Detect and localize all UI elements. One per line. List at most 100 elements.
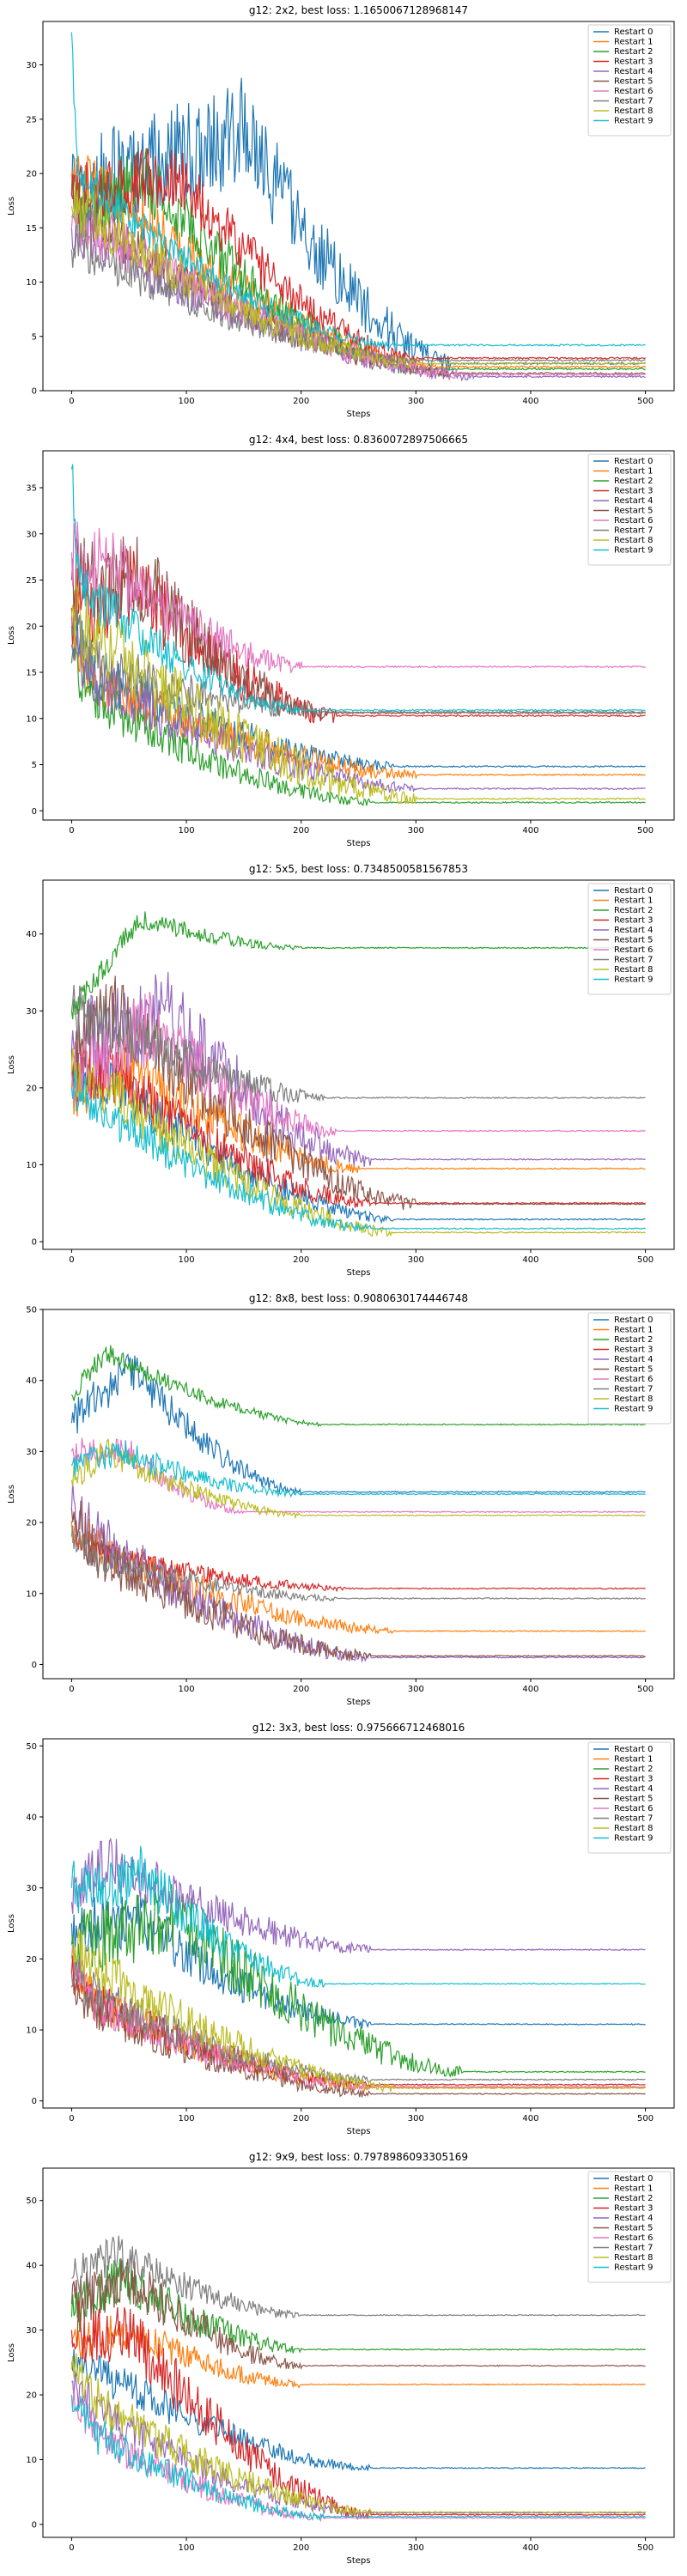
y-tick-label: 50 — [26, 1306, 37, 1315]
x-tick-label: 100 — [178, 2543, 194, 2553]
x-tick-label: 300 — [408, 826, 424, 835]
legend-entry-9: Restart 9 — [614, 117, 653, 126]
legend-entry-7: Restart 7 — [614, 526, 653, 536]
chart-title: g12: 3x3, best loss: 0.975666712468016 — [252, 1722, 465, 1734]
y-axis-label: Loss — [7, 197, 16, 216]
legend-entry-4: Restart 4 — [614, 2214, 653, 2223]
legend-entry-9: Restart 9 — [614, 975, 653, 985]
x-tick-label: 0 — [69, 1685, 74, 1694]
plot-area — [70, 2235, 646, 2523]
legend-entry-4: Restart 4 — [614, 496, 653, 506]
legend-box — [587, 24, 672, 137]
x-tick-label: 0 — [69, 1255, 74, 1265]
series-line-3 — [70, 1043, 646, 1208]
series-line-7 — [71, 2235, 646, 2318]
legend-entry-0: Restart 0 — [614, 2174, 653, 2184]
legend-entry-0: Restart 0 — [614, 457, 653, 466]
plot-area — [70, 464, 647, 806]
x-axis-label: Steps — [347, 1268, 371, 1278]
series-line-8 — [71, 1928, 646, 2093]
chart-0: g12: 2x2, best loss: 1.1650067128968147 0… — [7, 4, 675, 419]
x-axis-label: Steps — [347, 2127, 371, 2136]
y-tick-label: 0 — [32, 1238, 37, 1248]
legend-entry-8: Restart 8 — [614, 965, 653, 975]
y-axis-label: Loss — [7, 1055, 16, 1074]
chart-title: g12: 2x2, best loss: 1.1650067128968147 — [249, 4, 468, 16]
series-line-0 — [70, 1894, 646, 2029]
legend-entry-5: Restart 5 — [614, 2224, 653, 2233]
legend-entry-2: Restart 2 — [614, 477, 653, 486]
legend-entry-8: Restart 8 — [614, 1394, 653, 1404]
y-tick-label: 10 — [26, 1589, 37, 1599]
legend-entry-7: Restart 7 — [614, 97, 653, 106]
x-tick-label: 400 — [522, 2114, 538, 2123]
y-axis-label: Loss — [7, 626, 16, 645]
y-tick-label: 15 — [26, 224, 37, 234]
chart-4: g12: 3x3, best loss: 0.975666712468016 0 1… — [7, 1722, 675, 2136]
y-tick-label: 5 — [32, 761, 37, 770]
legend-entry-8: Restart 8 — [614, 1824, 653, 1833]
y-tick-label: 0 — [32, 1661, 37, 1670]
series-line-1 — [70, 1518, 646, 1635]
y-tick-label: 25 — [26, 576, 37, 586]
chart-title: g12: 5x5, best loss: 0.7348500581567853 — [249, 863, 468, 875]
y-tick-label: 0 — [32, 2520, 37, 2530]
series-line-6 — [70, 1944, 646, 2091]
y-tick-label: 0 — [32, 387, 37, 397]
plot-area — [70, 1345, 646, 1663]
y-tick-label: 0 — [32, 807, 37, 817]
series-line-0 — [70, 1353, 646, 1497]
y-tick-label: 20 — [26, 1084, 37, 1093]
legend-entry-6: Restart 6 — [614, 2233, 653, 2243]
legend-entry-4: Restart 4 — [614, 1784, 653, 1794]
x-tick-label: 100 — [178, 2114, 194, 2123]
x-tick-label: 400 — [522, 1255, 538, 1265]
plot-frame — [42, 2167, 675, 2538]
y-axis-label: Loss — [7, 1914, 16, 1933]
series-line-5 — [70, 975, 646, 1211]
series-line-5 — [70, 1979, 646, 2098]
legend-entry-7: Restart 7 — [614, 1385, 653, 1394]
series-line-6 — [70, 521, 646, 674]
legend-entry-2: Restart 2 — [614, 1765, 653, 1774]
series-line-2 — [70, 645, 646, 806]
legend-entry-3: Restart 3 — [614, 916, 653, 926]
series-line-3 — [70, 1516, 646, 1593]
series-line-2 — [70, 911, 646, 1020]
y-tick-label: 40 — [26, 930, 37, 939]
legend-entry-6: Restart 6 — [614, 945, 653, 955]
series-line-1 — [70, 1044, 646, 1175]
x-tick-label: 500 — [637, 2543, 654, 2553]
series-line-2 — [70, 1884, 646, 2078]
x-tick-label: 200 — [293, 2543, 309, 2553]
y-tick-label: 30 — [26, 61, 37, 70]
series-line-9 — [70, 1845, 646, 1989]
y-tick-label: 20 — [26, 1519, 37, 1528]
legend-entry-1: Restart 1 — [614, 1326, 653, 1335]
y-tick-label: 20 — [26, 1955, 37, 1965]
plot-area — [70, 32, 647, 382]
x-tick-label: 200 — [293, 826, 309, 835]
y-tick-label: 25 — [26, 115, 37, 125]
x-axis-label: Steps — [347, 839, 371, 848]
series-line-0 — [70, 2349, 646, 2471]
y-tick-label: 35 — [26, 484, 37, 494]
y-tick-label: 50 — [26, 1742, 37, 1752]
legend-entry-0: Restart 0 — [614, 27, 653, 37]
chart-3: g12: 8x8, best loss: 0.9080630174446748 0… — [7, 1292, 675, 1707]
legend-entry-3: Restart 3 — [614, 1775, 653, 1784]
x-tick-label: 400 — [522, 1685, 538, 1694]
chart-5: g12: 9x9, best loss: 0.7978986093305169 0… — [7, 2151, 675, 2566]
legend-entry-3: Restart 3 — [614, 58, 653, 67]
series-line-5 — [70, 2257, 646, 2370]
series-line-4 — [70, 1837, 646, 1954]
series-line-5 — [70, 1500, 646, 1661]
series-line-4 — [70, 1482, 646, 1663]
plot-area — [70, 1837, 646, 2098]
legend-entry-2: Restart 2 — [614, 47, 653, 57]
legend-entry-2: Restart 2 — [614, 1335, 653, 1345]
legend-entry-6: Restart 6 — [614, 1804, 653, 1814]
